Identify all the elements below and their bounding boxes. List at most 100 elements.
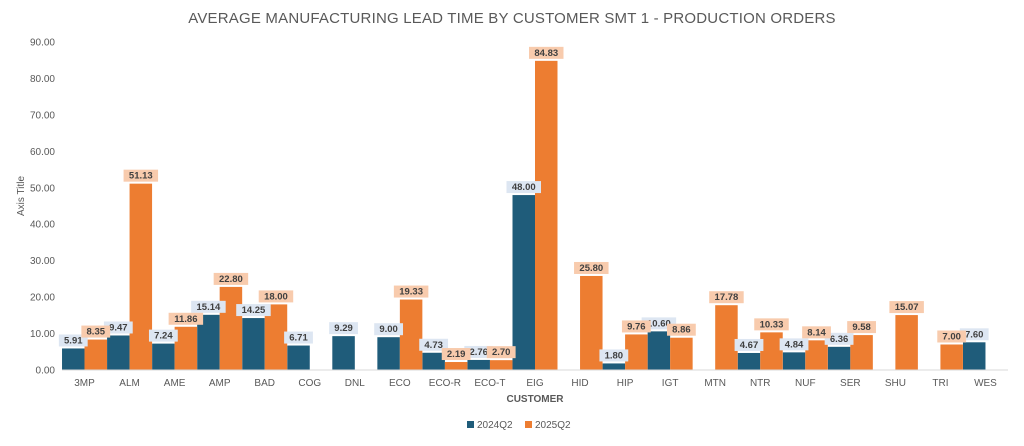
data-label: 8.86 bbox=[672, 325, 691, 336]
data-label-bg bbox=[621, 320, 651, 333]
data-label: 11.86 bbox=[174, 314, 197, 325]
data-label-bg bbox=[779, 338, 809, 351]
x-tick-label: SHU bbox=[885, 378, 906, 389]
data-label-bg bbox=[419, 338, 449, 351]
bar-2024q2-wes[interactable] bbox=[962, 342, 986, 370]
data-label: 9.76 bbox=[627, 321, 646, 332]
data-label-bg bbox=[824, 332, 854, 345]
data-label: 15.14 bbox=[197, 302, 221, 313]
bar-2024q2-ame[interactable] bbox=[152, 343, 175, 370]
bar-2024q2-cog[interactable] bbox=[287, 345, 310, 370]
bar-2025q2-eco[interactable] bbox=[399, 299, 423, 370]
legend-label-2024q2: 2024Q2 bbox=[477, 420, 513, 431]
data-label-bg bbox=[441, 348, 471, 361]
data-label: 9.29 bbox=[334, 323, 353, 334]
data-label: 2.19 bbox=[447, 349, 466, 360]
data-label-bg bbox=[236, 304, 271, 317]
bar-2025q2-ntr[interactable] bbox=[760, 332, 783, 370]
legend-label-2025q2: 2025Q2 bbox=[535, 420, 571, 431]
y-tick-label: 10.00 bbox=[30, 329, 55, 340]
data-label: 7.24 bbox=[154, 331, 173, 342]
x-tick-label: ECO bbox=[389, 378, 411, 389]
bar-2024q2-dnl[interactable] bbox=[332, 336, 355, 370]
bar-2025q2-eig[interactable] bbox=[535, 60, 558, 371]
bar-2024q2-ntr[interactable] bbox=[737, 352, 761, 370]
x-tick-label: ECO-R bbox=[429, 378, 461, 389]
y-tick-label: 80.00 bbox=[30, 74, 55, 85]
bar-2024q2-ser[interactable] bbox=[827, 346, 851, 370]
bar-2024q2-igt[interactable] bbox=[647, 331, 671, 370]
data-label: 22.80 bbox=[219, 274, 243, 285]
bar-2025q2-alm[interactable] bbox=[129, 183, 153, 370]
bar-2025q2-ame[interactable] bbox=[174, 326, 198, 370]
bar-2025q2-mtn[interactable] bbox=[715, 305, 738, 370]
x-tick-label: MTN bbox=[704, 378, 726, 389]
data-label-bg bbox=[802, 326, 831, 339]
bar-2024q2-hip[interactable] bbox=[602, 363, 626, 370]
bar-2025q2-3mp[interactable] bbox=[84, 339, 108, 370]
bar-2024q2-eig[interactable] bbox=[512, 195, 536, 370]
x-axis: 3MP ALM AME AMP BAD COG DNL ECO ECO-R ECO-T EIG HID… bbox=[74, 378, 997, 389]
data-label: 6.36 bbox=[830, 334, 849, 345]
data-label-bg bbox=[847, 321, 876, 334]
data-label: 17.78 bbox=[715, 292, 739, 303]
data-label-bg bbox=[666, 323, 696, 336]
bar-2025q2-hid[interactable] bbox=[580, 275, 603, 370]
data-label-bg bbox=[81, 325, 111, 338]
data-label-bg bbox=[103, 321, 133, 334]
x-tick-label: NTR bbox=[750, 378, 771, 389]
bar-2025q2-eco-r[interactable] bbox=[444, 362, 468, 370]
x-tick-label: AME bbox=[164, 378, 186, 389]
y-axis-title: Axis Title bbox=[16, 176, 27, 216]
data-label: 14.25 bbox=[242, 305, 266, 316]
data-label-bg bbox=[191, 300, 226, 313]
bar-2024q2-bad[interactable] bbox=[242, 318, 265, 370]
data-label-bg bbox=[329, 322, 358, 335]
data-label: 51.13 bbox=[129, 171, 153, 182]
data-label: 5.91 bbox=[64, 335, 83, 346]
data-label: 1.80 bbox=[605, 350, 624, 361]
x-tick-label: 3MP bbox=[74, 378, 95, 389]
bar-2025q2-bad[interactable] bbox=[264, 304, 288, 370]
data-label-bg bbox=[937, 330, 967, 343]
bar-2025q2-shu[interactable] bbox=[895, 315, 918, 370]
y-tick-label: 50.00 bbox=[30, 183, 55, 194]
data-label: 4.84 bbox=[785, 339, 804, 350]
data-label-bg bbox=[464, 345, 494, 358]
data-label-bg bbox=[148, 329, 178, 342]
x-tick-label: BAD bbox=[254, 378, 275, 389]
x-tick-label: AMP bbox=[209, 378, 231, 389]
bar-2025q2-igt[interactable] bbox=[670, 337, 693, 370]
bar-2025q2-amp[interactable] bbox=[219, 286, 243, 370]
data-label-bg bbox=[393, 285, 429, 298]
y-tick-label: 0.00 bbox=[36, 366, 56, 377]
data-label: 10.33 bbox=[760, 319, 784, 330]
data-label: 19.33 bbox=[399, 287, 423, 298]
data-label-bg bbox=[506, 181, 541, 194]
data-label: 7.60 bbox=[965, 329, 984, 340]
data-label: 4.73 bbox=[424, 340, 443, 351]
bar-2024q2-eco-r[interactable] bbox=[422, 352, 445, 370]
bar-2025q2-eco-t[interactable] bbox=[489, 360, 513, 370]
data-label: 48.00 bbox=[512, 182, 536, 193]
bar-2025q2-hip[interactable] bbox=[625, 334, 648, 370]
chart-title: AVERAGE MANUFACTURING LEAD TIME BY CUSTO… bbox=[188, 10, 836, 27]
x-tick-label: SER bbox=[840, 378, 861, 389]
bar-2025q2-nuf[interactable] bbox=[805, 340, 828, 370]
bar-2025q2-tri[interactable] bbox=[940, 344, 963, 370]
y-tick-label: 70.00 bbox=[30, 110, 55, 121]
bar-2025q2-ser[interactable] bbox=[850, 335, 873, 370]
data-label-bg bbox=[529, 46, 564, 59]
bar-2024q2-alm[interactable] bbox=[107, 335, 130, 370]
bar-2024q2-eco-t[interactable] bbox=[467, 359, 490, 370]
data-label-bg bbox=[213, 272, 249, 285]
bar-2024q2-nuf[interactable] bbox=[782, 352, 806, 370]
y-tick-label: 40.00 bbox=[30, 220, 55, 231]
bar-2024q2-amp[interactable] bbox=[197, 314, 220, 370]
bar-2024q2-3mp[interactable] bbox=[62, 348, 85, 370]
bar-2024q2-eco[interactable] bbox=[377, 337, 400, 370]
data-label: 8.14 bbox=[807, 327, 826, 338]
data-label: 10.60 bbox=[647, 318, 671, 329]
data-label: 9.47 bbox=[109, 322, 128, 333]
data-labels-group: 5.91 9.47 7.24 15.14 14.25 6.71 9.29 9.00 4.73 2.… bbox=[58, 46, 989, 362]
